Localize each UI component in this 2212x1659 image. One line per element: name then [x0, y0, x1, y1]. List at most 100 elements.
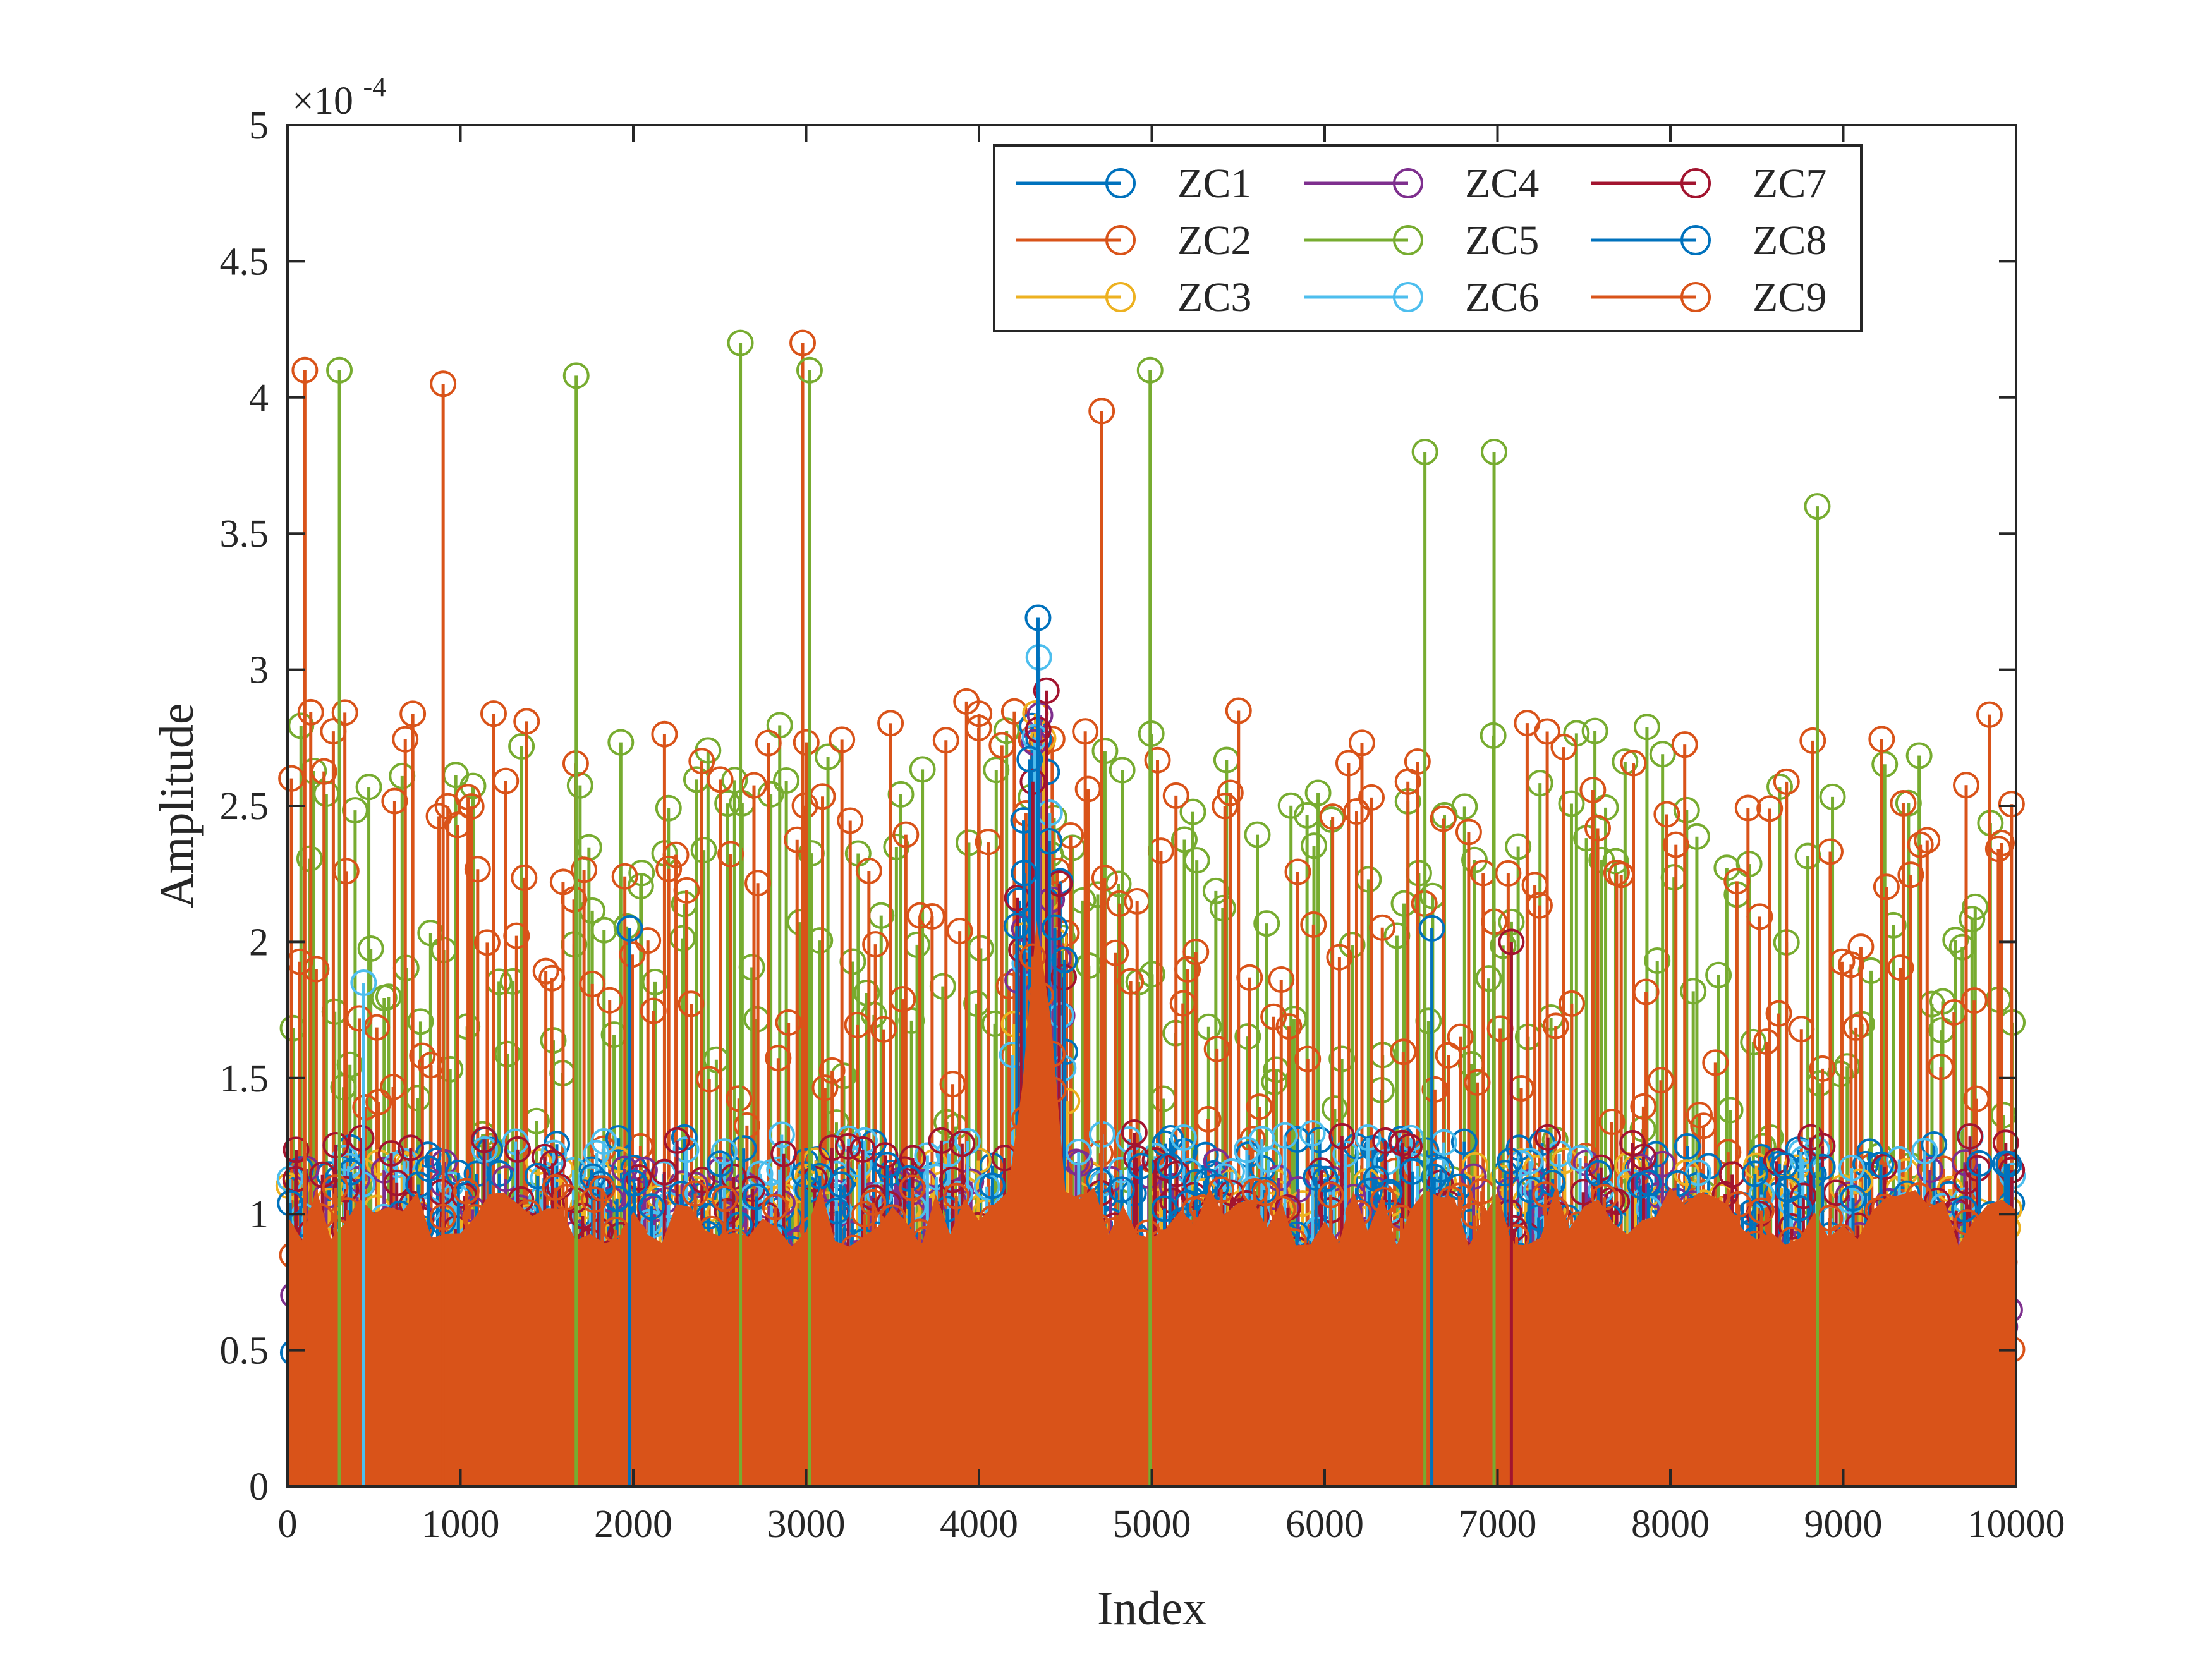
stem-marker	[1871, 751, 1899, 778]
stem-marker	[357, 935, 384, 962]
legend-item-ZC1: ZC1	[1016, 161, 1251, 207]
legend-item-ZC3: ZC3	[1016, 274, 1251, 320]
y-tick-label: 0	[249, 1466, 269, 1509]
stem-marker	[899, 1145, 927, 1172]
stem-marker	[1647, 1067, 1674, 1094]
stem-marker	[1246, 1093, 1273, 1121]
stem-marker	[1356, 1177, 1383, 1205]
stem-marker	[1464, 1069, 1491, 1096]
stem-marker	[1838, 1155, 1865, 1182]
stem-marker	[690, 837, 717, 864]
stem-marker	[1326, 944, 1353, 971]
stem-marker	[392, 726, 419, 753]
stem-marker	[365, 1088, 392, 1115]
stem-marker	[791, 1161, 818, 1188]
stem-marker	[613, 913, 640, 940]
stem-marker	[1916, 1157, 1943, 1184]
x-axis-label: Index	[1097, 1582, 1206, 1635]
stem-marker	[1620, 750, 1647, 777]
stem-marker	[837, 807, 864, 834]
legend-label: ZC6	[1465, 274, 1539, 320]
y-tick-label: 3.5	[220, 513, 269, 556]
stem-marker	[1179, 798, 1206, 825]
stem-marker	[1244, 821, 1271, 848]
stem-marker	[1649, 741, 1676, 768]
stem-marker	[1447, 1023, 1474, 1050]
y-tick-label: 1	[249, 1193, 269, 1236]
stem-marker	[288, 712, 315, 739]
stem-marker	[1868, 726, 1895, 753]
stem-marker	[621, 1169, 648, 1196]
stem-marker	[1702, 1049, 1729, 1076]
stem-marker	[1914, 827, 1941, 854]
stem-marker	[331, 699, 358, 726]
stem-marker	[503, 922, 530, 949]
stem-marker	[1117, 968, 1145, 995]
stem-marker	[768, 1121, 795, 1148]
x-tick-label: 7000	[1459, 1503, 1537, 1546]
stem-marker	[1756, 795, 1784, 822]
stem-marker	[1790, 1182, 1817, 1210]
notable-peaks	[291, 329, 1831, 1486]
x-tick-label: 9000	[1804, 1503, 1883, 1546]
legend-marker	[1393, 225, 1423, 255]
stem-marker	[590, 1128, 617, 1155]
stem-marker	[1992, 1129, 2019, 1157]
stem-marker	[1570, 1179, 1597, 1206]
stem-marker	[1705, 961, 1732, 988]
stem-marker	[1579, 777, 1607, 804]
stem-marker	[1653, 801, 1680, 828]
stem-marker	[1809, 1153, 1836, 1181]
stem-marker	[669, 925, 696, 952]
peak-stem-marker	[789, 329, 817, 356]
stem-marker	[673, 877, 700, 904]
stem-marker	[892, 821, 920, 848]
stem-marker	[1671, 731, 1698, 758]
peak-stem-marker	[350, 969, 377, 997]
stem-marker	[978, 1172, 1006, 1200]
stem-marker	[1819, 783, 1846, 810]
stem-marker	[1011, 860, 1038, 887]
y-tick-label: 0.5	[220, 1330, 269, 1373]
stem-marker	[1995, 1150, 2022, 1177]
stem-marker	[1959, 906, 1986, 933]
stem-marker	[899, 1174, 926, 1201]
stem-marker	[1644, 947, 1671, 974]
stem-marker	[341, 797, 368, 824]
stem-marker	[1202, 1173, 1229, 1200]
stem-marker	[1284, 858, 1311, 885]
stem-marker	[1905, 742, 1933, 769]
stem-marker	[939, 1071, 966, 1098]
stem-marker	[1460, 1163, 1487, 1190]
y-tick-label: 2.5	[220, 785, 269, 828]
stem-marker	[1685, 1159, 1712, 1186]
stem-marker	[1662, 831, 1689, 858]
stem-marker	[1766, 773, 1794, 800]
stem-marker	[818, 1057, 846, 1084]
peak-stem-marker	[291, 356, 319, 384]
legend-marker	[1393, 282, 1423, 312]
stem-marker	[1170, 1124, 1197, 1152]
stem-marker	[1225, 697, 1252, 724]
stem-marker	[508, 733, 535, 760]
stem-marker	[1108, 1176, 1135, 1203]
stem-marker	[1369, 914, 1396, 941]
stem-marker	[943, 1182, 970, 1210]
stem-marker	[1998, 791, 2025, 818]
stem-marker	[1673, 796, 1700, 823]
legend-item-ZC2: ZC2	[1016, 217, 1251, 264]
stem-marker	[1268, 966, 1295, 993]
stem-marker	[872, 1142, 899, 1169]
y-tick-label: 2	[249, 921, 269, 964]
stem-marker	[480, 700, 507, 727]
stem-marker	[635, 927, 662, 954]
stem-marker	[664, 1127, 691, 1154]
stem-marker	[1907, 831, 1934, 858]
stem-marker	[851, 1127, 878, 1154]
stem-marker	[1887, 954, 1914, 981]
stem-marker	[662, 841, 690, 868]
stem-marker	[1303, 1164, 1330, 1191]
stem-marker	[1630, 1093, 1657, 1120]
stem-marker	[775, 1009, 802, 1036]
stem-marker	[1016, 746, 1043, 773]
